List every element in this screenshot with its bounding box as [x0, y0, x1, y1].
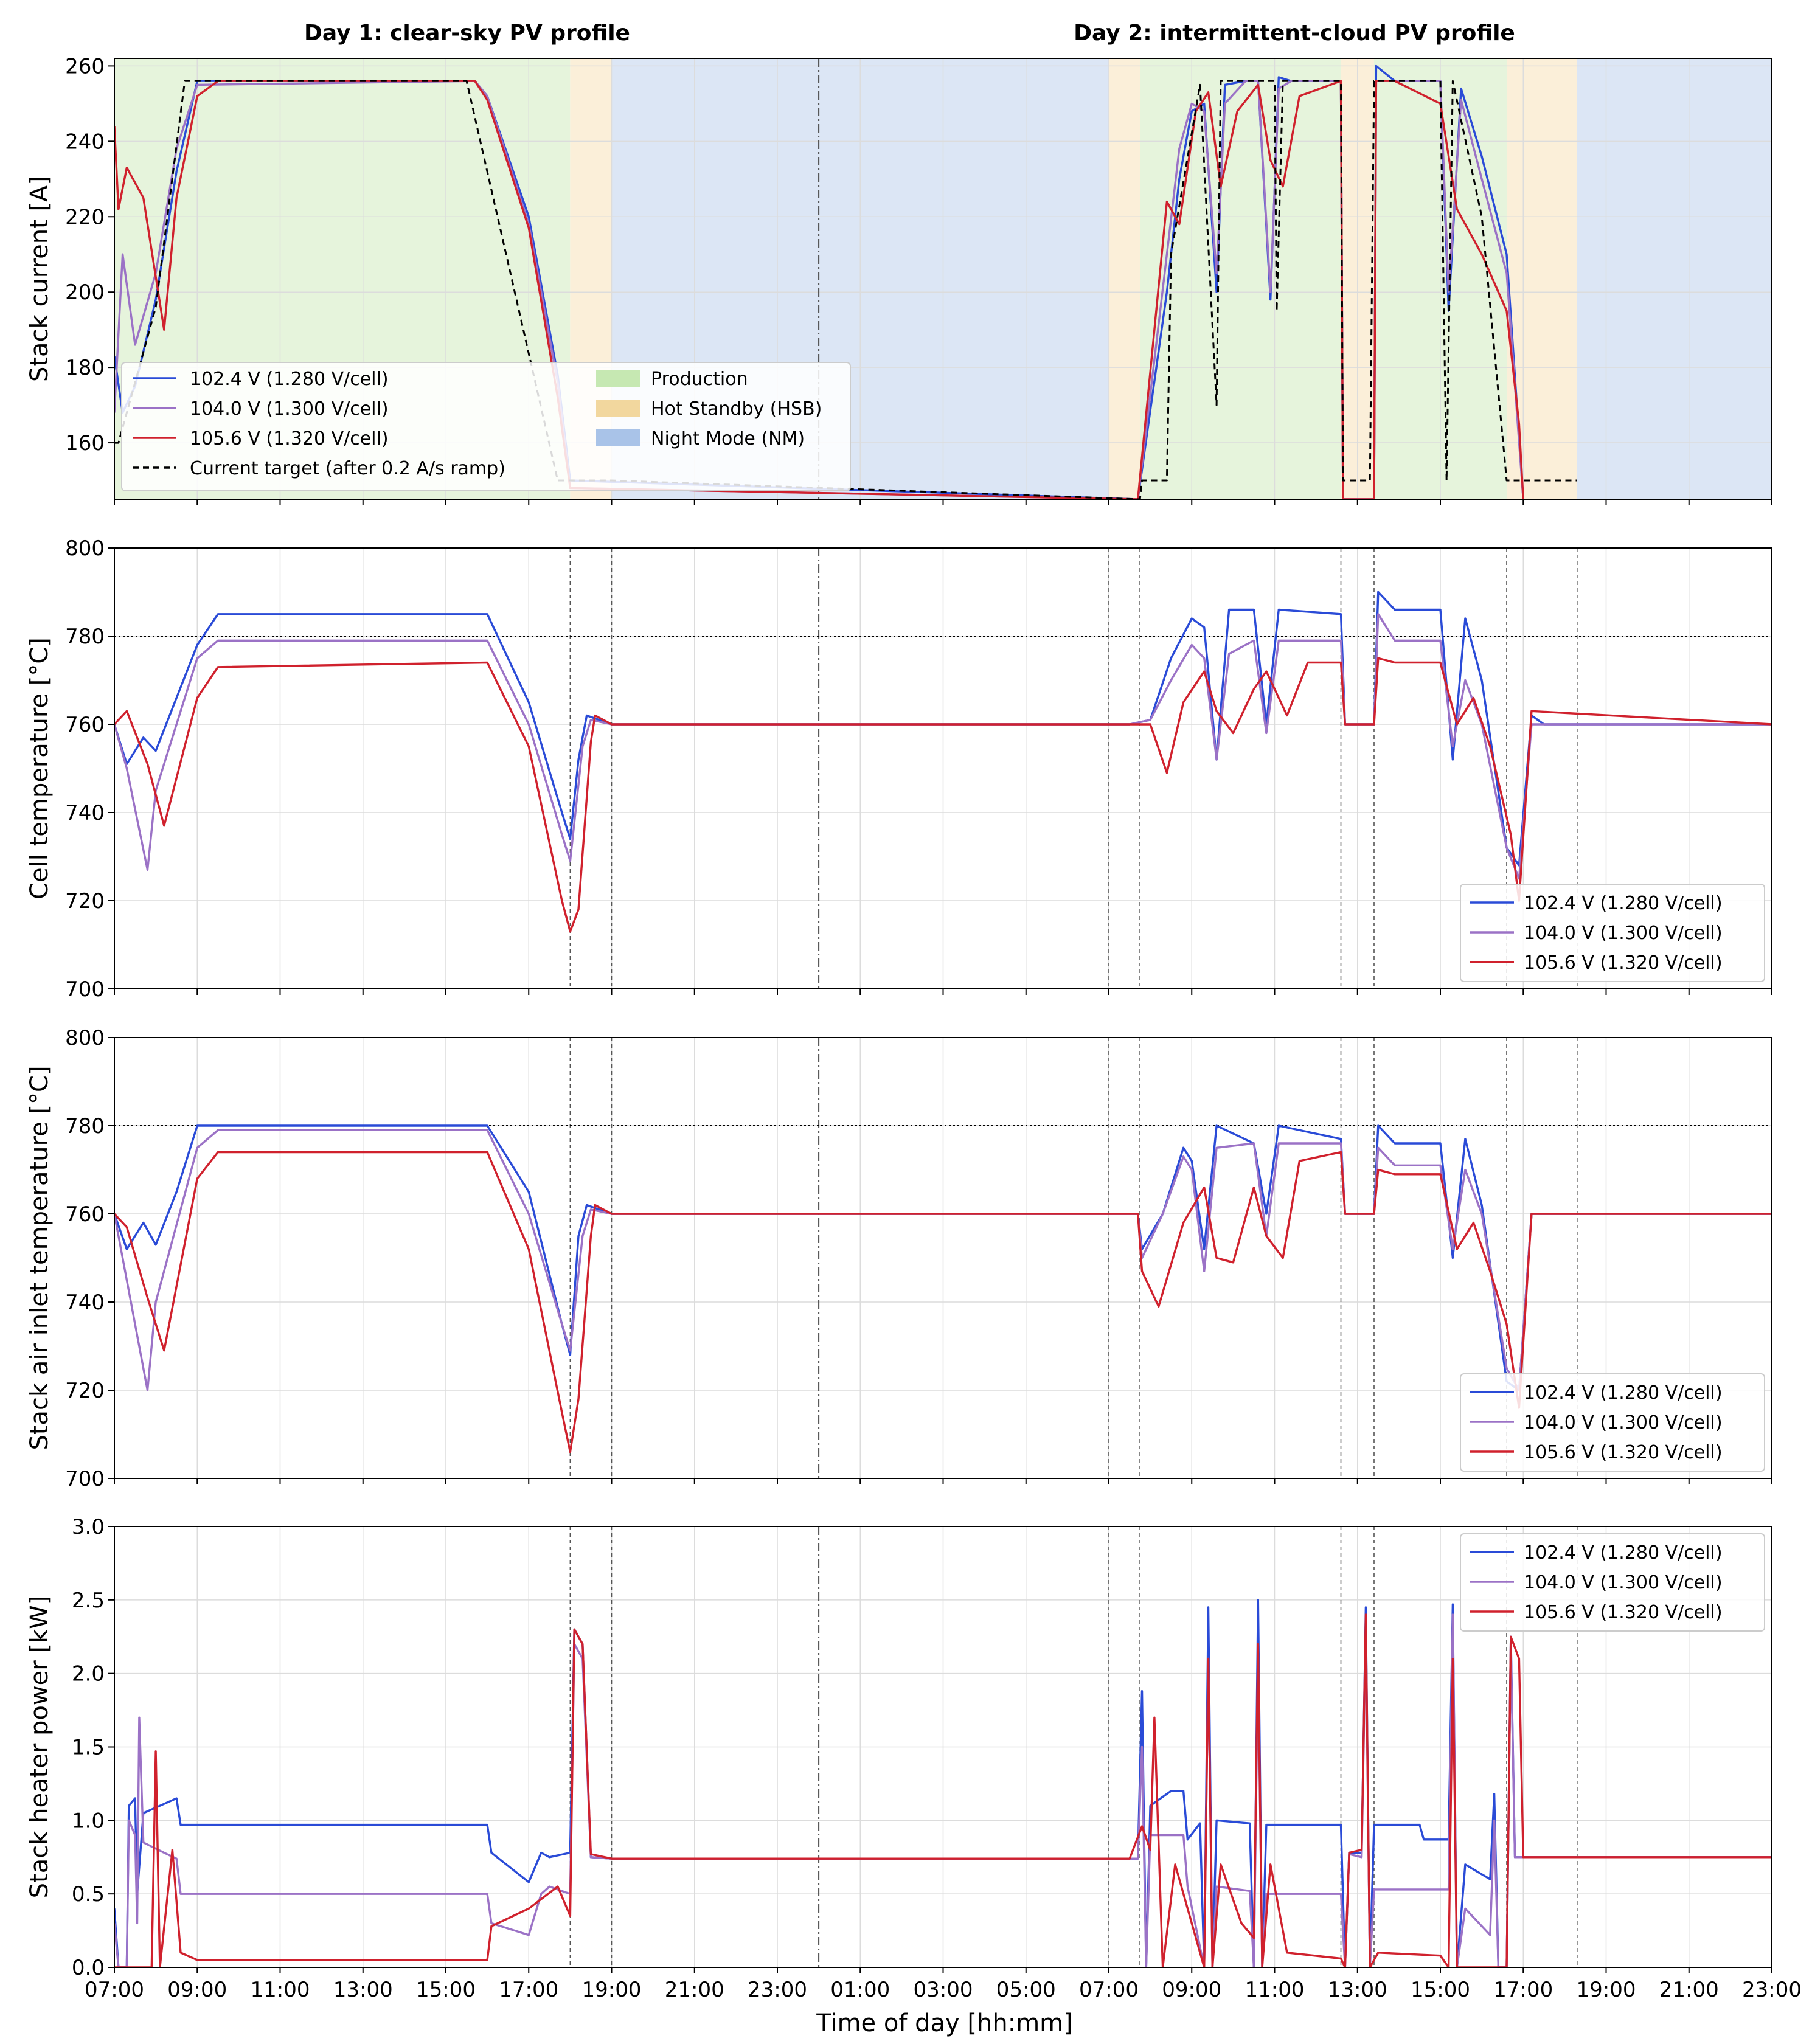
series-line-3 [114, 1613, 1772, 1967]
series-line-3 [114, 1151, 1772, 1453]
x-tick-label: 21:00 [665, 1978, 724, 2002]
x-axis-label: Time of day [hh:mm] [816, 2009, 1072, 2037]
series-line-3 [114, 80, 1524, 499]
x-tick-label: 17:00 [499, 1978, 558, 2002]
y-tick-label: 160 [65, 431, 105, 456]
legend-box [1460, 1533, 1765, 1632]
x-tick-label: 19:00 [1577, 1978, 1636, 2002]
y-tick-label: 260 [65, 54, 105, 78]
legend-label-series-4: Current target (after 0.2 A/s ramp) [190, 458, 505, 479]
legend-label-series-1: 102.4 V (1.280 V/cell) [1524, 1542, 1723, 1564]
series-group [114, 1599, 1772, 1967]
legend-label-series-3: 105.6 V (1.320 V/cell) [1524, 1442, 1723, 1463]
y-axis-label: Stack heater power [kW] [26, 1596, 54, 1899]
legend-label-mode: Production [651, 369, 748, 390]
x-tick-label: 13:00 [333, 1978, 393, 2002]
legend-box [121, 362, 851, 491]
series-line-2 [114, 613, 1772, 880]
panel-1: 160 180 200 220 240 260 Stack current [A] 102.4… [26, 54, 1772, 505]
legend-label-series-3: 105.6 V (1.320 V/cell) [1524, 952, 1723, 974]
y-tick-label: 0.5 [72, 1882, 105, 1907]
legend-box [1460, 1373, 1765, 1472]
legend-label-mode: Night Mode (NM) [651, 428, 805, 449]
y-tick-label: 700 [65, 977, 105, 1002]
x-tick-label: 07:00 [85, 1978, 144, 2002]
mode-band-production [1140, 58, 1341, 499]
x-tick-label: 05:00 [996, 1978, 1056, 2002]
series-line-2 [114, 80, 1524, 499]
x-tick-label: 07:00 [1079, 1978, 1139, 2002]
x-tick-label: 11:00 [251, 1978, 310, 2002]
legend-label-mode: Hot Standby (HSB) [651, 398, 822, 420]
legend-swatch-mode [596, 400, 640, 417]
legend-swatch-mode [596, 429, 640, 446]
y-tick-label: 220 [65, 205, 105, 229]
y-tick-label: 800 [65, 536, 105, 561]
y-axis-label: Stack current [A] [26, 176, 54, 382]
y-tick-label: 720 [65, 1379, 105, 1403]
legend-label-series-1: 102.4 V (1.280 V/cell) [1524, 893, 1723, 914]
legend-label-series-2: 104.0 V (1.300 V/cell) [1524, 1412, 1723, 1433]
x-tick-label: 01:00 [830, 1978, 890, 2002]
x-tick-label: 09:00 [1162, 1978, 1221, 2002]
y-axis-label: Cell temperature [°C] [26, 637, 54, 899]
y-tick-label: 760 [65, 1202, 105, 1227]
legend-label-series-1: 102.4 V (1.280 V/cell) [190, 369, 389, 390]
y-tick-label: 1.0 [72, 1809, 105, 1833]
x-tick-label: 15:00 [416, 1978, 476, 2002]
mode-band-hsb [1109, 58, 1140, 499]
series-group [114, 591, 1772, 933]
x-tick-label: 23:00 [1742, 1978, 1802, 2002]
x-tick-label: 13:00 [1328, 1978, 1387, 2002]
x-tick-label: 21:00 [1659, 1978, 1719, 2002]
panel-3: 700 720 740 760 780 800 Stack air inlet temper… [26, 1026, 1772, 1491]
x-tick-label: 23:00 [748, 1978, 807, 2002]
y-tick-label: 2.0 [72, 1662, 105, 1686]
x-tick-label: 09:00 [167, 1978, 227, 2002]
x-tick-label: 15:00 [1411, 1978, 1470, 2002]
y-axis-label: Stack air inlet temperature [°C] [26, 1065, 54, 1450]
y-tick-label: 0.0 [72, 1956, 105, 1980]
legend-label-series-2: 104.0 V (1.300 V/cell) [190, 398, 389, 420]
y-tick-label: 1.5 [72, 1736, 105, 1760]
y-tick-label: 780 [65, 625, 105, 649]
panels: 160 180 200 220 240 260 Stack current [A] 102.4… [26, 54, 1802, 2002]
legend-label-series-2: 104.0 V (1.300 V/cell) [1524, 1572, 1723, 1593]
title-day2: Day 2: intermittent-cloud PV profile [1074, 21, 1515, 46]
y-tick-label: 200 [65, 280, 105, 305]
legend-label-series-3: 105.6 V (1.320 V/cell) [1524, 1602, 1723, 1623]
y-tick-label: 740 [65, 801, 105, 825]
legend-swatch-mode [596, 370, 640, 387]
y-tick-label: 3.0 [72, 1515, 105, 1539]
series-group [114, 64, 1577, 499]
y-tick-label: 760 [65, 713, 105, 737]
y-tick-label: 740 [65, 1290, 105, 1315]
series-line-3 [114, 657, 1772, 933]
panel-4: 0.0 0.5 1.0 1.5 2.0 2.5 3.0 07:00 09:00 11:00 13:0… [26, 1515, 1802, 2002]
y-tick-label: 720 [65, 889, 105, 913]
y-tick-label: 2.5 [72, 1588, 105, 1613]
x-tick-label: 19:00 [582, 1978, 642, 2002]
y-tick-label: 180 [65, 356, 105, 380]
legend-label-series-3: 105.6 V (1.320 V/cell) [190, 428, 389, 449]
mode-band-hsb [1507, 58, 1577, 499]
legend-label-series-1: 102.4 V (1.280 V/cell) [1524, 1382, 1723, 1404]
legend-label-series-2: 104.0 V (1.300 V/cell) [1524, 923, 1723, 944]
panel-2: 700 720 740 760 780 800 Cell temperature [°C] 1… [26, 536, 1772, 1002]
legend-box [1460, 884, 1765, 982]
title-day1: Day 1: clear-sky PV profile [304, 21, 630, 46]
y-tick-label: 700 [65, 1467, 105, 1491]
series-group [114, 1124, 1772, 1453]
x-tick-label: 17:00 [1493, 1978, 1553, 2002]
y-tick-label: 780 [65, 1114, 105, 1138]
y-tick-label: 240 [65, 130, 105, 154]
mode-band-nm [1577, 58, 1772, 499]
x-tick-label: 11:00 [1245, 1978, 1305, 2002]
x-tick-label: 03:00 [914, 1978, 973, 2002]
y-tick-label: 800 [65, 1026, 105, 1050]
series-line-4 [114, 80, 1577, 499]
